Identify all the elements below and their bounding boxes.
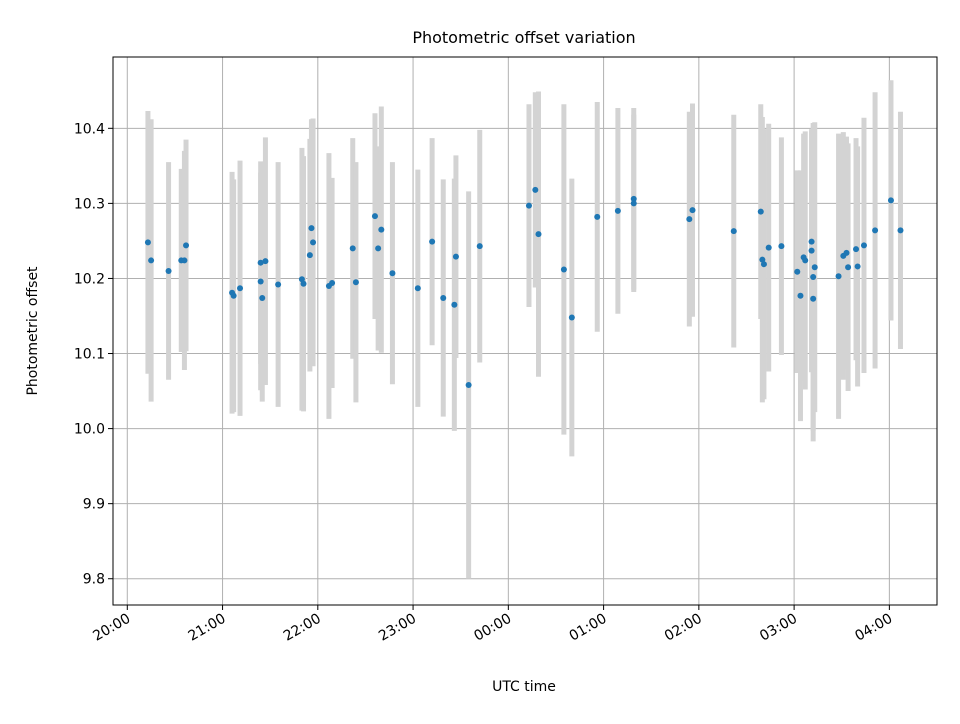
data-point bbox=[614, 207, 621, 214]
data-point bbox=[525, 202, 532, 209]
data-point bbox=[465, 382, 472, 389]
data-point bbox=[689, 207, 696, 214]
data-point bbox=[887, 197, 894, 204]
data-point bbox=[594, 213, 601, 220]
data-point bbox=[808, 247, 815, 254]
data-point bbox=[308, 225, 315, 232]
data-point bbox=[476, 243, 483, 250]
data-point bbox=[414, 285, 421, 292]
data-point bbox=[760, 261, 767, 268]
data-point bbox=[452, 253, 459, 260]
data-point bbox=[897, 227, 904, 234]
data-point bbox=[257, 278, 264, 285]
data-point bbox=[843, 249, 850, 256]
data-point bbox=[560, 266, 567, 273]
data-point bbox=[378, 226, 385, 233]
data-point bbox=[306, 252, 313, 259]
data-point bbox=[144, 239, 151, 246]
data-point bbox=[845, 264, 852, 271]
y-tick-label: 10.3 bbox=[74, 196, 105, 212]
data-point bbox=[802, 257, 809, 264]
data-point bbox=[237, 285, 244, 292]
data-point bbox=[352, 279, 359, 286]
data-point bbox=[759, 256, 766, 263]
data-points bbox=[144, 186, 904, 389]
chart-title: Photometric offset variation bbox=[412, 28, 635, 47]
data-point bbox=[757, 208, 764, 215]
data-point bbox=[811, 264, 818, 271]
plot-frame bbox=[112, 56, 938, 606]
data-point bbox=[230, 292, 237, 299]
data-point bbox=[329, 279, 336, 286]
data-point bbox=[259, 294, 266, 301]
data-point bbox=[310, 239, 317, 246]
data-point bbox=[630, 195, 637, 202]
data-point bbox=[535, 231, 542, 238]
data-point bbox=[375, 245, 382, 252]
y-tick-label: 10.0 bbox=[74, 422, 105, 438]
data-point bbox=[440, 294, 447, 301]
y-axis-label: Photometric offset bbox=[25, 266, 41, 396]
data-point bbox=[686, 216, 693, 223]
data-point bbox=[854, 263, 861, 270]
data-point bbox=[451, 301, 458, 308]
y-tick-label: 9.8 bbox=[83, 572, 105, 588]
data-point bbox=[275, 281, 282, 288]
y-tick-label: 9.9 bbox=[83, 497, 105, 513]
data-point bbox=[853, 246, 860, 253]
data-point bbox=[183, 242, 190, 249]
data-point bbox=[429, 238, 436, 245]
data-point bbox=[532, 186, 539, 193]
data-point bbox=[181, 257, 188, 264]
data-point bbox=[257, 259, 264, 266]
data-point bbox=[165, 267, 172, 274]
data-point bbox=[298, 276, 305, 283]
y-tick-label: 10.2 bbox=[74, 271, 105, 287]
data-point bbox=[808, 238, 815, 245]
data-point bbox=[630, 200, 637, 207]
data-point bbox=[778, 243, 785, 250]
y-tick-label: 10.4 bbox=[74, 121, 105, 137]
y-axis-ticks: 9.8 9.9 10.0 10.1 10.2 10.3 10.4 bbox=[74, 121, 113, 588]
data-point bbox=[872, 227, 879, 234]
x-axis-label: UTC time bbox=[492, 679, 556, 695]
data-point bbox=[794, 268, 801, 275]
data-point bbox=[810, 273, 817, 280]
data-point bbox=[148, 257, 155, 264]
data-point bbox=[371, 213, 378, 220]
data-point bbox=[568, 314, 575, 321]
data-point bbox=[797, 292, 804, 299]
data-point bbox=[730, 228, 737, 235]
data-point bbox=[810, 295, 817, 302]
data-point bbox=[765, 244, 772, 251]
data-point bbox=[835, 273, 842, 280]
y-tick-label: 10.1 bbox=[74, 347, 105, 363]
data-point bbox=[262, 258, 269, 265]
data-point bbox=[300, 280, 307, 287]
data-point bbox=[389, 270, 396, 277]
data-point bbox=[349, 245, 356, 252]
data-point bbox=[860, 242, 867, 249]
